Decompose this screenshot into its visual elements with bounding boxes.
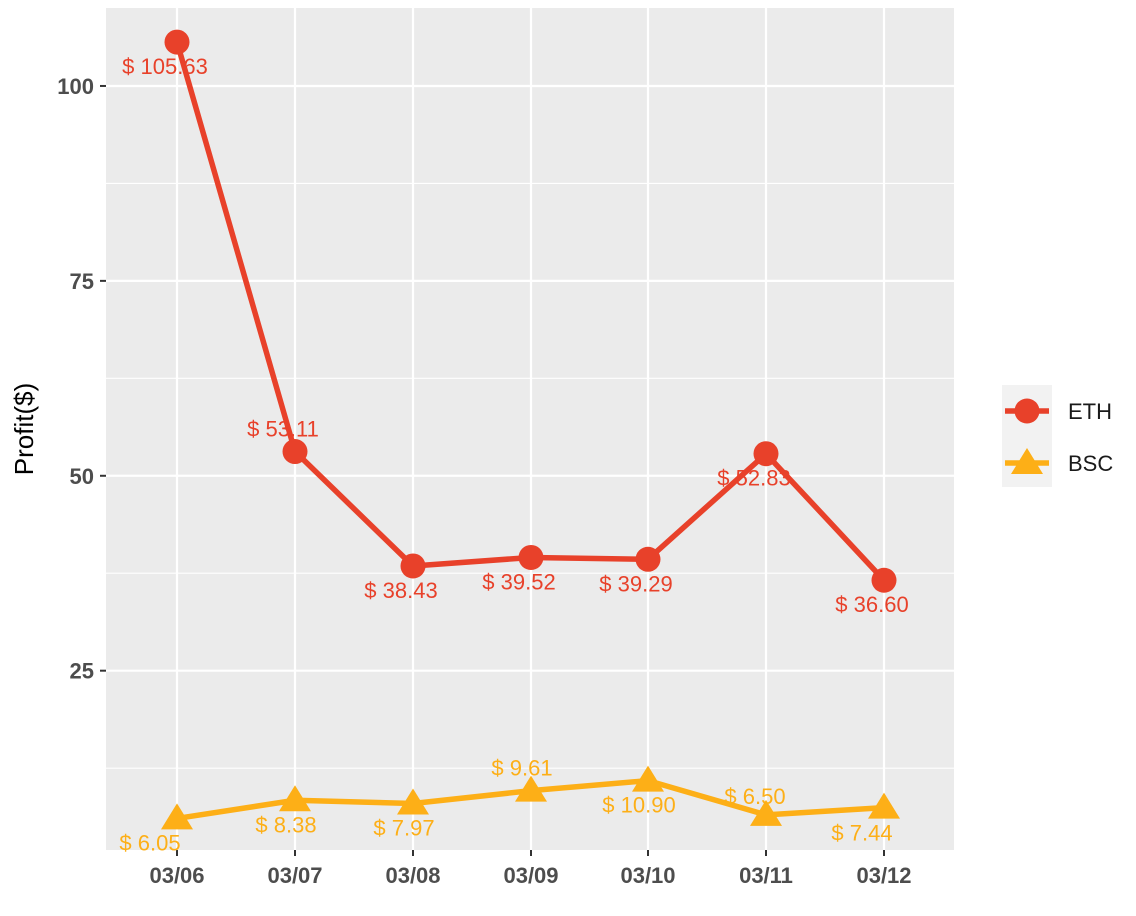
y-tick-label: 75 (70, 269, 94, 294)
y-tick-label: 100 (57, 74, 94, 99)
x-tick-label: 03/08 (385, 863, 440, 888)
data-point (161, 803, 193, 830)
data-label: $ 7.44 (831, 821, 892, 846)
data-point (515, 775, 547, 802)
y-tick-label: 50 (70, 464, 94, 489)
x-tick-label: 03/11 (739, 863, 793, 888)
data-label: $ 8.38 (255, 812, 316, 837)
data-label: $ 105.63 (122, 54, 208, 79)
x-tick-label: 03/09 (503, 863, 558, 888)
x-tick-label: 03/10 (620, 863, 675, 888)
x-tick-label: 03/07 (267, 863, 322, 888)
data-label: $ 9.61 (491, 756, 552, 781)
legend-key-circle (1014, 398, 1040, 424)
legend-label: ETH (1068, 399, 1112, 424)
y-axis-title: Profit($) (9, 383, 39, 475)
data-label: $ 39.52 (482, 569, 555, 594)
series-bsc: $ 6.05 $ 8.38 $ 7.97 $ 9.61 $ 10.90 $ 6.50 $ 7… (119, 756, 900, 855)
data-label: $ 6.05 (119, 830, 180, 855)
data-point (868, 792, 900, 819)
data-point (635, 546, 661, 572)
data-point (632, 765, 664, 792)
series-eth: $ 105.63 $ 53.11 $ 38.43 $ 39.52 $ 39.29 $ 52… (122, 29, 909, 617)
data-label: $ 10.90 (602, 793, 675, 818)
data-label: $ 39.29 (599, 571, 672, 596)
data-point (518, 544, 544, 570)
data-label: $ 6.50 (724, 784, 785, 809)
data-point (282, 439, 308, 465)
x-tick-label: 03/06 (149, 863, 204, 888)
data-label: $ 7.97 (373, 815, 434, 840)
data-point (750, 799, 782, 826)
data-label: $ 38.43 (364, 578, 437, 603)
legend: ETH BSC (1002, 385, 1113, 487)
major-gridlines (106, 8, 954, 850)
y-tick-label: 25 (70, 659, 94, 684)
series-layer: $ 105.63 $ 53.11 $ 38.43 $ 39.52 $ 39.29 $ 52… (119, 29, 909, 855)
data-label: $ 53.11 (247, 417, 319, 442)
data-label: $ 36.60 (835, 592, 908, 617)
data-point (397, 788, 429, 815)
data-point (871, 567, 897, 593)
legend-key-triangle (1011, 448, 1043, 474)
y-axis: 25 50 75 100 (57, 74, 106, 684)
data-point (400, 553, 426, 579)
legend-label: BSC (1068, 451, 1113, 476)
data-point (753, 441, 779, 467)
data-point (279, 785, 311, 812)
data-label: $ 52.83 (717, 466, 790, 491)
data-point (164, 29, 190, 55)
x-tick-label: 03/12 (856, 863, 911, 888)
x-axis: 03/06 03/07 03/08 03/09 03/10 03/11 03/12 (149, 850, 912, 888)
